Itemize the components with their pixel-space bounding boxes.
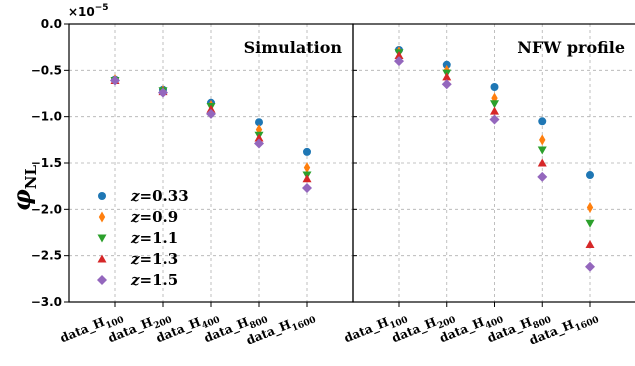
legend-label: z=0.9: [130, 208, 178, 226]
data-point-z1.3: [442, 72, 452, 81]
data-point-z1.1: [537, 146, 547, 155]
y-tick-label: −1.5: [31, 156, 62, 170]
y-tick-label: −2.0: [31, 202, 62, 216]
y-tick-label: −1.0: [31, 110, 62, 124]
data-point-z0.9: [586, 201, 594, 213]
data-point-z1.5: [489, 114, 500, 125]
data-point-z0.33: [586, 171, 594, 180]
legend-entry: z=1.5: [97, 271, 178, 289]
y-tick-label: −0.5: [31, 63, 62, 77]
data-point-z1.3: [490, 106, 499, 115]
legend-marker: [97, 254, 107, 263]
data-point-z0.33: [442, 60, 451, 69]
legend-label: z=1.3: [130, 250, 178, 268]
left-panel-title: Simulation: [244, 38, 343, 57]
marks-layer: [110, 45, 595, 272]
data-point-z1.3: [537, 158, 547, 167]
data-point-z1.5: [441, 79, 452, 90]
legend-marker: [97, 275, 107, 285]
x-tick-label: data_H1600: [244, 308, 317, 352]
legend-entry: z=0.9: [98, 208, 178, 226]
data-point-z0.9: [539, 134, 546, 146]
y-tick-label: −3.0: [31, 295, 62, 309]
legend-entry: z=0.33: [98, 187, 189, 205]
data-point-z1.5: [158, 87, 168, 98]
data-point-z1.3: [394, 51, 404, 60]
y-tick-label: −2.5: [31, 249, 62, 263]
data-point-z1.3: [302, 174, 312, 183]
data-point-z1.5: [206, 108, 216, 119]
legend-entry: z=1.1: [97, 229, 178, 247]
legend-marker: [98, 192, 106, 200]
y-axis-label: φNL: [7, 165, 40, 211]
data-point-z1.5: [585, 261, 595, 272]
legend-label: z=1.1: [130, 229, 178, 247]
axis-layer: 0.0−0.5−1.0−1.5−2.0−2.5−3.0data_H100data…: [31, 17, 601, 352]
data-point-z1.1: [585, 219, 595, 228]
right-panel-title: NFW profile: [517, 38, 625, 57]
data-point-z0.33: [303, 147, 311, 156]
x-tick-label: data_H1600: [527, 308, 600, 352]
data-point-z1.5: [110, 75, 120, 86]
data-point-z1.5: [302, 183, 312, 194]
legend-label: z=1.5: [130, 271, 178, 289]
data-point-z1.3: [206, 104, 216, 113]
data-point-z0.9: [303, 162, 311, 174]
data-point-z1.5: [254, 138, 264, 149]
data-point-z1.5: [537, 171, 548, 182]
legend-label: z=0.33: [130, 187, 189, 205]
data-point-z0.33: [538, 117, 547, 126]
legend-marker: [97, 234, 107, 243]
data-point-z0.33: [490, 83, 499, 92]
legend: z=0.33 z=0.9 z=1.1 z=1.3 z=1.5: [97, 187, 189, 289]
y-scale-factor: ×10−5: [68, 3, 109, 19]
legend-entry: z=1.3: [97, 250, 178, 268]
data-point-z1.3: [585, 240, 595, 249]
data-point-z1.1: [490, 100, 499, 109]
legend-marker: [98, 211, 106, 223]
data-point-z0.33: [255, 118, 263, 127]
data-point-z1.5: [394, 56, 404, 67]
data-point-z1.3: [254, 133, 264, 142]
y-tick-label: 0.0: [41, 17, 62, 31]
